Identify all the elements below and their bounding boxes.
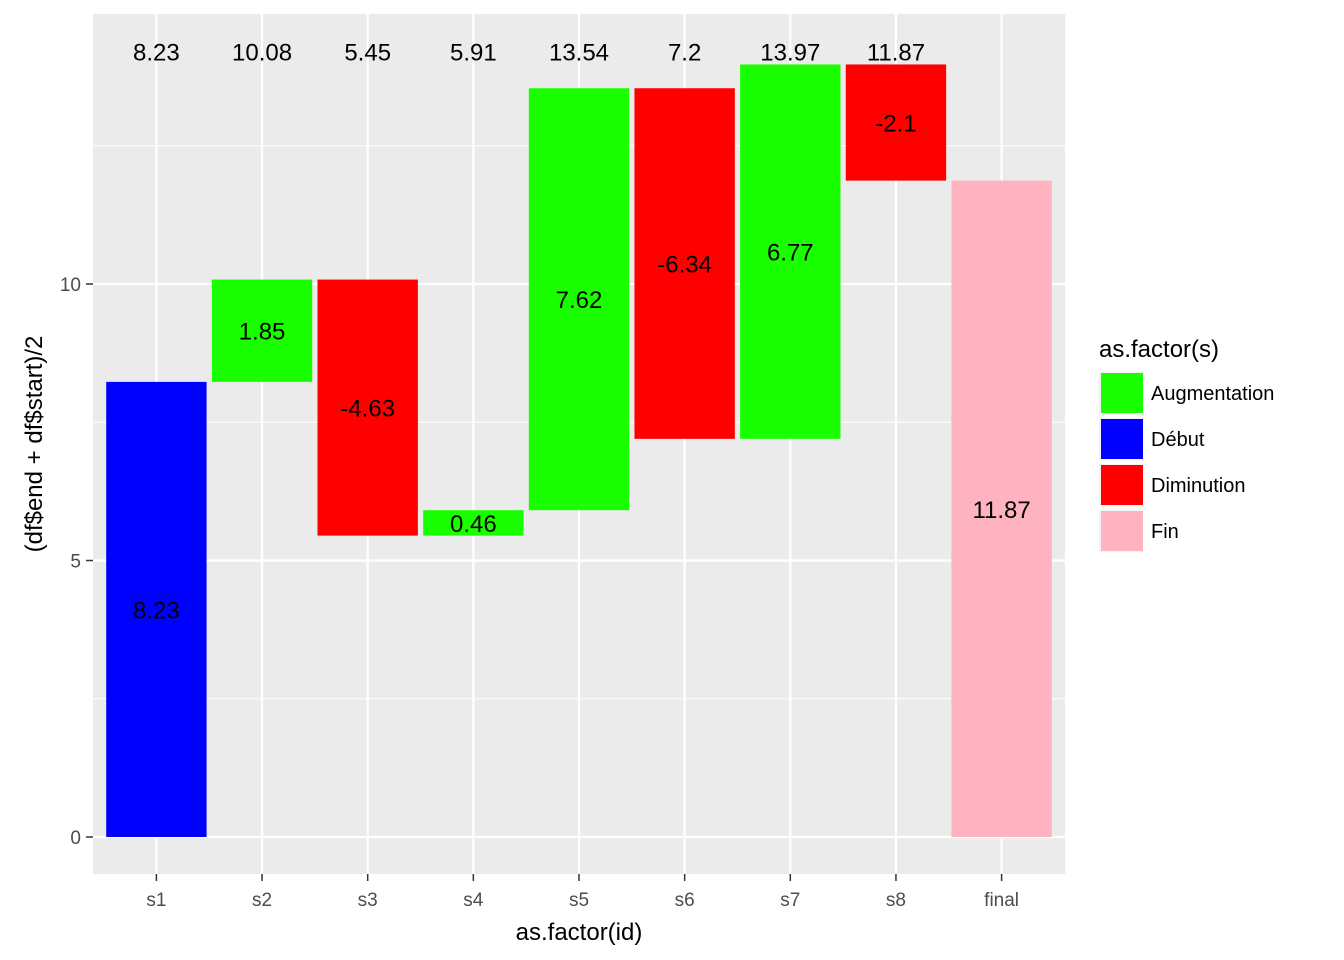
bar-value-label: 6.77 bbox=[767, 240, 814, 267]
x-tick-label: s6 bbox=[675, 890, 695, 911]
bar-s4 bbox=[423, 510, 524, 536]
legend: as.factor(s) Augmentation Début Diminution… bbox=[1099, 336, 1274, 552]
cumulative-label: 13.97 bbox=[760, 40, 820, 67]
bar-s2 bbox=[211, 279, 313, 382]
bar-s8 bbox=[845, 64, 947, 181]
x-tick-label: s8 bbox=[886, 890, 906, 911]
cumulative-label: 7.2 bbox=[668, 40, 701, 67]
legend-swatch bbox=[1101, 419, 1143, 459]
cumulative-labels-layer: 8.23 10.08 5.45 5.91 13.54 7.2 13.97 11.87 bbox=[133, 40, 925, 67]
legend-label: Début bbox=[1151, 429, 1205, 451]
legend-title: as.factor(s) bbox=[1099, 336, 1219, 363]
x-axis: s1 s2 s3 s4 s5 s6 s7 s8 final bbox=[146, 874, 1019, 911]
bar-value-label: 8.23 bbox=[133, 597, 180, 624]
y-axis: 0 5 10 bbox=[60, 275, 93, 849]
bars-layer bbox=[106, 64, 1052, 838]
cumulative-label: 8.23 bbox=[133, 40, 180, 67]
legend-swatch bbox=[1101, 465, 1143, 505]
legend-label: Fin bbox=[1151, 521, 1179, 543]
cumulative-label: 5.91 bbox=[450, 40, 497, 67]
x-tick-label: final bbox=[984, 890, 1019, 911]
y-axis-title: (df$end + df$start)/2 bbox=[21, 336, 48, 553]
cumulative-label: 11.87 bbox=[867, 40, 925, 67]
cumulative-label: 10.08 bbox=[232, 40, 292, 67]
legend-swatch bbox=[1101, 373, 1143, 413]
bar-labels-layer: 8.23 1.85 -4.63 0.46 7.62 -6.34 6.77 -2.1 11.87 bbox=[133, 111, 1031, 625]
x-tick-label: s4 bbox=[463, 890, 484, 911]
cumulative-label: 13.54 bbox=[549, 40, 609, 67]
x-axis-title: as.factor(id) bbox=[516, 919, 643, 946]
x-tick-label: s1 bbox=[146, 890, 166, 911]
x-tick-label: s5 bbox=[569, 890, 589, 911]
bar-s5 bbox=[528, 88, 630, 511]
bar-value-label: -2.1 bbox=[875, 111, 916, 138]
legend-label: Diminution bbox=[1151, 475, 1245, 497]
bar-value-label: 7.62 bbox=[556, 287, 603, 314]
cumulative-label: 5.45 bbox=[344, 40, 391, 67]
bar-s3 bbox=[317, 279, 418, 536]
bar-value-label: 1.85 bbox=[239, 319, 286, 346]
x-tick-label: s7 bbox=[780, 890, 800, 911]
bar-value-label: 0.46 bbox=[450, 511, 497, 538]
legend-swatch bbox=[1101, 511, 1143, 551]
bar-s1 bbox=[106, 381, 207, 837]
y-tick-label: 5 bbox=[70, 552, 81, 573]
y-tick-label: 10 bbox=[60, 275, 81, 296]
bar-final bbox=[951, 180, 1052, 838]
x-tick-label: s2 bbox=[252, 890, 272, 911]
bar-value-label: -4.63 bbox=[340, 396, 395, 423]
x-tick-label: s3 bbox=[358, 890, 378, 911]
legend-label: Augmentation bbox=[1151, 383, 1274, 405]
bar-value-label: 11.87 bbox=[972, 497, 1030, 524]
bar-s6 bbox=[634, 88, 735, 439]
bar-s7 bbox=[740, 64, 841, 439]
bar-value-label: -6.34 bbox=[657, 252, 712, 279]
y-tick-label: 0 bbox=[70, 828, 81, 849]
